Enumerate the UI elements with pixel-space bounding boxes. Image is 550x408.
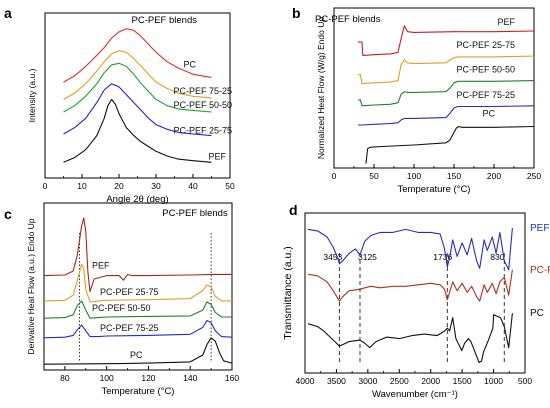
- series-label-pc-pef-50-50: PC-PEF 50-50: [456, 65, 515, 75]
- x-tick-label: 3000: [358, 376, 377, 386]
- x-tick-label: 0: [43, 181, 48, 191]
- series-line-pc-pef-75-25: [358, 105, 535, 126]
- series-line-pc: [63, 28, 212, 83]
- x-tick-label: 0: [332, 171, 337, 181]
- x-tick-label: 100: [407, 171, 421, 181]
- x-tick-label: 10: [77, 181, 87, 191]
- series-label-pc-pef-75-25: PC-PEF 75-25: [100, 323, 159, 333]
- x-tick-label: 3500: [327, 376, 346, 386]
- x-tick-label: 500: [518, 376, 532, 386]
- series-line-pef: [358, 25, 535, 56]
- series-label-pc-pef-75-25: PC-PEF 75-25: [173, 86, 232, 96]
- annotation-3453: 3453: [323, 252, 342, 262]
- annotation-3125: 3125: [358, 252, 377, 262]
- series-line-pc-pef-50-50: [63, 62, 212, 113]
- chart-panel-c: c PC-PEF blends 80 100 120 140 160 Temperature …: [4, 202, 239, 397]
- series-label-pc: PC: [183, 59, 196, 69]
- series-line-pef: [63, 98, 212, 163]
- series-line-pc: [43, 337, 233, 365]
- series-line-pc-pef-50-50: [43, 300, 232, 319]
- plot-frame: [43, 202, 233, 371]
- series-line-pc-pef-25-75: [358, 55, 535, 85]
- panel-letter-a: a: [4, 5, 12, 21]
- panel-letter-c: c: [4, 206, 12, 222]
- x-tick-label: 160: [225, 373, 239, 383]
- x-tick-label: 120: [141, 373, 155, 383]
- series-label-pc-pef-25-75: PC-PEF 25-75: [456, 40, 515, 50]
- series-label-pc-pef-50-50: PC-PEF 50-50: [92, 303, 151, 313]
- x-tick-label: 140: [183, 373, 197, 383]
- x-tick-label: 2000: [421, 376, 440, 386]
- chart-title: PC-PEF blends: [162, 208, 228, 219]
- series-line-pc-pef-75-25: [63, 50, 212, 100]
- series-label-pef: PEF: [92, 260, 110, 270]
- series-line-pc-pef-25-75: [63, 83, 212, 137]
- series-label-pc: PC: [130, 350, 143, 360]
- x-tick-label: 20: [114, 181, 124, 191]
- x-axis-label: Temperature (°C): [398, 184, 471, 195]
- x-tick-label: 80: [60, 373, 70, 383]
- series-label-pc-pef-50-50: PC-PEF 50-50: [173, 100, 232, 110]
- chart-panel-a: a PC-PEF blends 0 10 20 30 40 50 Angle 2θ (deg) I…: [4, 5, 235, 205]
- y-axis-label: Normalized Heat Flow (W/g) Endo Up: [316, 17, 326, 159]
- series-label-pef: PEF: [497, 17, 515, 27]
- series-line-pc-pef-25-75: [43, 263, 232, 303]
- y-axis-label: Transmittance (a.u.): [282, 246, 294, 340]
- x-axis-label: Angle 2θ (deg): [106, 194, 168, 205]
- series-label-pc-pef-25-75: PC-PEF 25-75: [173, 126, 232, 136]
- x-axis-label: Wavenumber (cm⁻¹): [372, 389, 458, 400]
- x-tick-label: 150: [447, 171, 461, 181]
- y-axis-label: Intensity (a.u.): [27, 68, 37, 122]
- chart-title: PC-PEF blends: [315, 14, 381, 25]
- series-line-pc: [365, 125, 535, 164]
- x-axis-label: Temperature (°C): [102, 386, 175, 397]
- chart-panel-b: b PC-PEF blends 0 50 100 150 200 250 Temperature…: [292, 5, 541, 195]
- series-label-pef: PEF: [530, 223, 549, 234]
- chart-title: PC-PEF blends: [132, 15, 198, 26]
- x-tick-label: 100: [100, 373, 114, 383]
- series-label-pc-pef: PC-PEF: [530, 265, 550, 276]
- x-tick-label: 4000: [296, 376, 315, 386]
- x-tick-label: 50: [225, 181, 235, 191]
- series-line-pef: [43, 217, 232, 293]
- x-tick-label: 200: [487, 171, 501, 181]
- x-tick-label: 250: [527, 171, 541, 181]
- x-tick-label: 30: [151, 181, 161, 191]
- series-line-pef: [308, 227, 513, 271]
- x-tick-label: 1500: [453, 376, 472, 386]
- panel-letter-d: d: [289, 202, 298, 218]
- series-label-pc-pef-25-75: PC-PEF 25-75: [100, 287, 159, 297]
- x-tick-label: 1000: [484, 376, 503, 386]
- annotation-830: 830: [490, 252, 504, 262]
- x-tick-label: 2500: [390, 376, 409, 386]
- chart-panel-d: d 4000 3500 3000 2500 2000 1500 1000 500 Wavenumb…: [282, 202, 550, 400]
- series-line-pc-pef: [308, 269, 513, 302]
- series-line-pc: [307, 313, 513, 364]
- series-label-pc-pef-75-25: PC-PEF 75-25: [456, 90, 515, 100]
- x-tick-label: 40: [188, 181, 198, 191]
- series-label-pc: PC: [530, 308, 544, 319]
- series-line-pc-pef-75-25: [43, 319, 233, 339]
- x-tick-label: 50: [369, 171, 379, 181]
- y-axis-label: Derivative Heat Flow (a.u.) Endo Up: [26, 218, 36, 354]
- annotation-1736: 1736: [433, 252, 452, 262]
- series-label-pc: PC: [482, 109, 495, 119]
- panel-letter-b: b: [292, 5, 301, 21]
- series-label-pef: PEF: [208, 151, 226, 161]
- series-line-pc-pef-50-50: [358, 80, 535, 107]
